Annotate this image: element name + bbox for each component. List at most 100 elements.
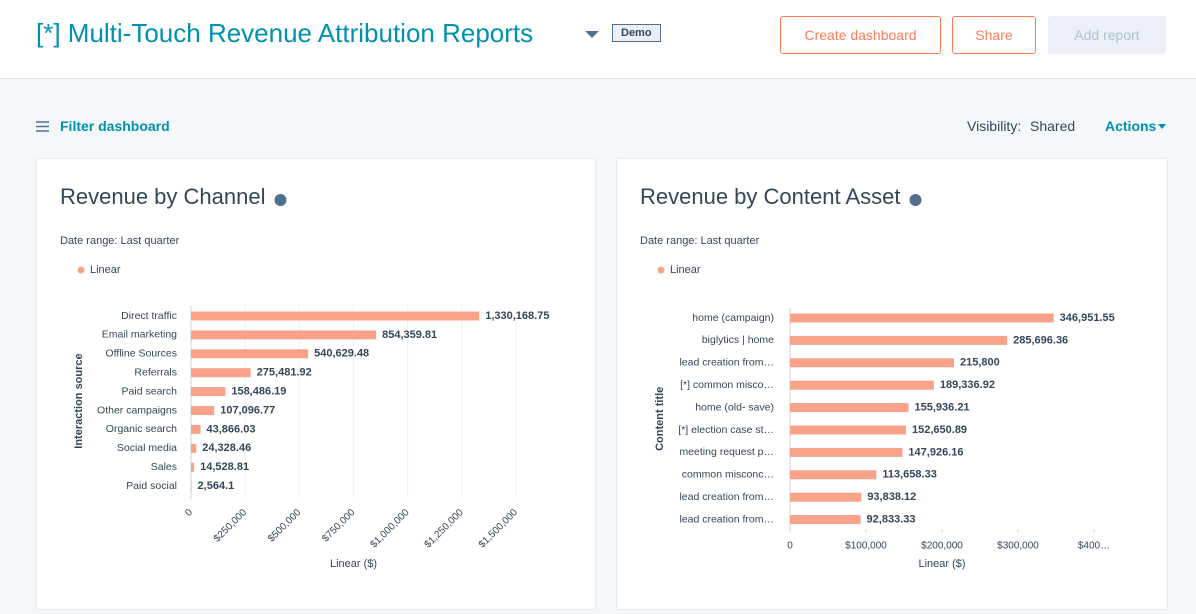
y-tick-label: Paid social [126,480,177,492]
create-dashboard-button[interactable]: Create dashboard [780,16,941,54]
data-label: 155,936.21 [915,402,970,414]
x-tick-label: $1,000,000 [368,507,411,550]
data-label: 189,336.92 [940,379,995,391]
y-tick-label: lead creation from… [679,513,774,525]
bar [191,311,480,321]
filter-icon[interactable] [36,120,50,133]
bar [191,387,226,397]
data-label: 93,838.12 [867,491,916,503]
x-tick-label: $500,000 [266,507,304,545]
y-tick-label: Offline Sources [105,348,177,360]
x-tick-label: $250,000 [212,507,250,545]
data-label: 1,330,168.75 [485,310,549,322]
legend-marker [657,266,665,274]
bar [790,425,907,435]
data-label: 147,926.16 [908,446,963,458]
y-tick-label: [*] common misco… [680,379,774,391]
data-label: 540,629.48 [314,348,369,360]
visibility-label: Visibility: [967,118,1022,134]
y-tick-label: meeting request p… [679,446,774,458]
y-tick-label: lead creation from… [679,357,774,369]
info-icon [274,194,287,206]
y-tick-label: home (old- save) [695,401,774,413]
actions-menu[interactable]: Actions [1105,118,1157,134]
y-tick-label: Direct traffic [121,310,177,322]
data-label: 43,866.03 [207,423,256,435]
bar [790,492,862,502]
demo-badge: Demo [612,24,661,42]
bar [790,380,934,390]
y-tick-label: common misconc… [682,469,774,481]
x-tick-label: $400… [1078,541,1110,552]
data-label: 346,951.55 [1060,312,1115,324]
chart-title: Revenue by Content Asset [640,184,901,209]
bar [191,424,201,434]
legend-label: Linear [670,264,701,276]
actions-caret[interactable] [1158,124,1166,129]
y-tick-label: lead creation from… [679,491,774,503]
bar [790,515,861,525]
y-tick-label: Organic search [106,423,177,435]
bar [191,406,215,415]
y-tick-label: Social media [117,442,177,454]
share-button[interactable]: Share [952,16,1036,54]
legend-marker [77,266,85,274]
bar [191,349,309,359]
info-icon [909,194,922,206]
y-tick-label: Email marketing [102,329,177,341]
bar [790,470,877,480]
chart: Revenue by Content Asset Date range: Last… [640,184,1115,570]
data-label: 158,486.19 [231,386,286,398]
x-tick-label: $300,000 [997,541,1039,552]
chart-title: Revenue by Channel [60,184,265,209]
data-label: 24,328.46 [202,442,251,454]
y-axis-label: Content title [654,387,666,451]
x-axis-label: Linear ($) [918,558,965,570]
data-label: 854,359.81 [382,329,437,341]
x-tick-label: 0 [787,541,793,552]
y-axis-label: Interaction source [73,353,85,448]
filter-dashboard[interactable]: Filter dashboard [60,118,170,134]
y-tick-label: Paid search [122,385,178,397]
data-label: 285,696.36 [1013,334,1068,346]
bar [191,481,192,491]
header: [*] Multi-Touch Revenue Attribution Repo… [0,0,1196,79]
data-label: 275,481.92 [257,367,312,379]
x-tick-label: $200,000 [921,541,963,552]
data-label: 92,833.33 [867,514,916,526]
report-card: Revenue by Content Asset Date range: Last… [616,158,1168,610]
bar [191,443,197,453]
x-axis-label: Linear ($) [330,558,377,570]
data-label: 2,564.1 [198,480,235,492]
data-label: 215,800 [960,357,1000,369]
add-report-button: Add report [1048,16,1166,54]
x-tick-label: $100,000 [845,541,887,552]
data-label: 14,528.81 [200,461,249,473]
legend-label: Linear [90,264,121,276]
chart: Revenue by Channel Date range: Last quart… [60,184,549,570]
bar [790,447,903,457]
x-tick-label: $750,000 [320,507,358,545]
bar [191,368,251,378]
y-tick-label: biglytics | home [702,334,774,346]
chart-subtitle: Date range: Last quarter [640,235,760,247]
chart-subtitle: Date range: Last quarter [60,235,180,247]
x-tick-label: $1,500,000 [477,507,520,550]
x-tick-label: 0 [183,507,195,519]
visibility-value[interactable]: Shared [1030,118,1076,134]
y-tick-label: home (campaign) [692,312,774,324]
y-tick-label: Sales [151,461,177,473]
data-label: 152,650.89 [912,424,967,436]
y-tick-label: Referrals [134,366,177,378]
bar [790,358,955,368]
bar [790,403,909,413]
bar [790,313,1054,323]
x-tick-label: $1,250,000 [423,507,466,550]
dashboard-title[interactable]: [*] Multi-Touch Revenue Attribution Repo… [36,18,534,48]
bar [191,462,195,472]
title-dropdown[interactable] [585,31,599,38]
data-label: 113,658.33 [882,469,936,481]
bar [191,330,377,340]
y-tick-label: Other campaigns [97,404,177,416]
